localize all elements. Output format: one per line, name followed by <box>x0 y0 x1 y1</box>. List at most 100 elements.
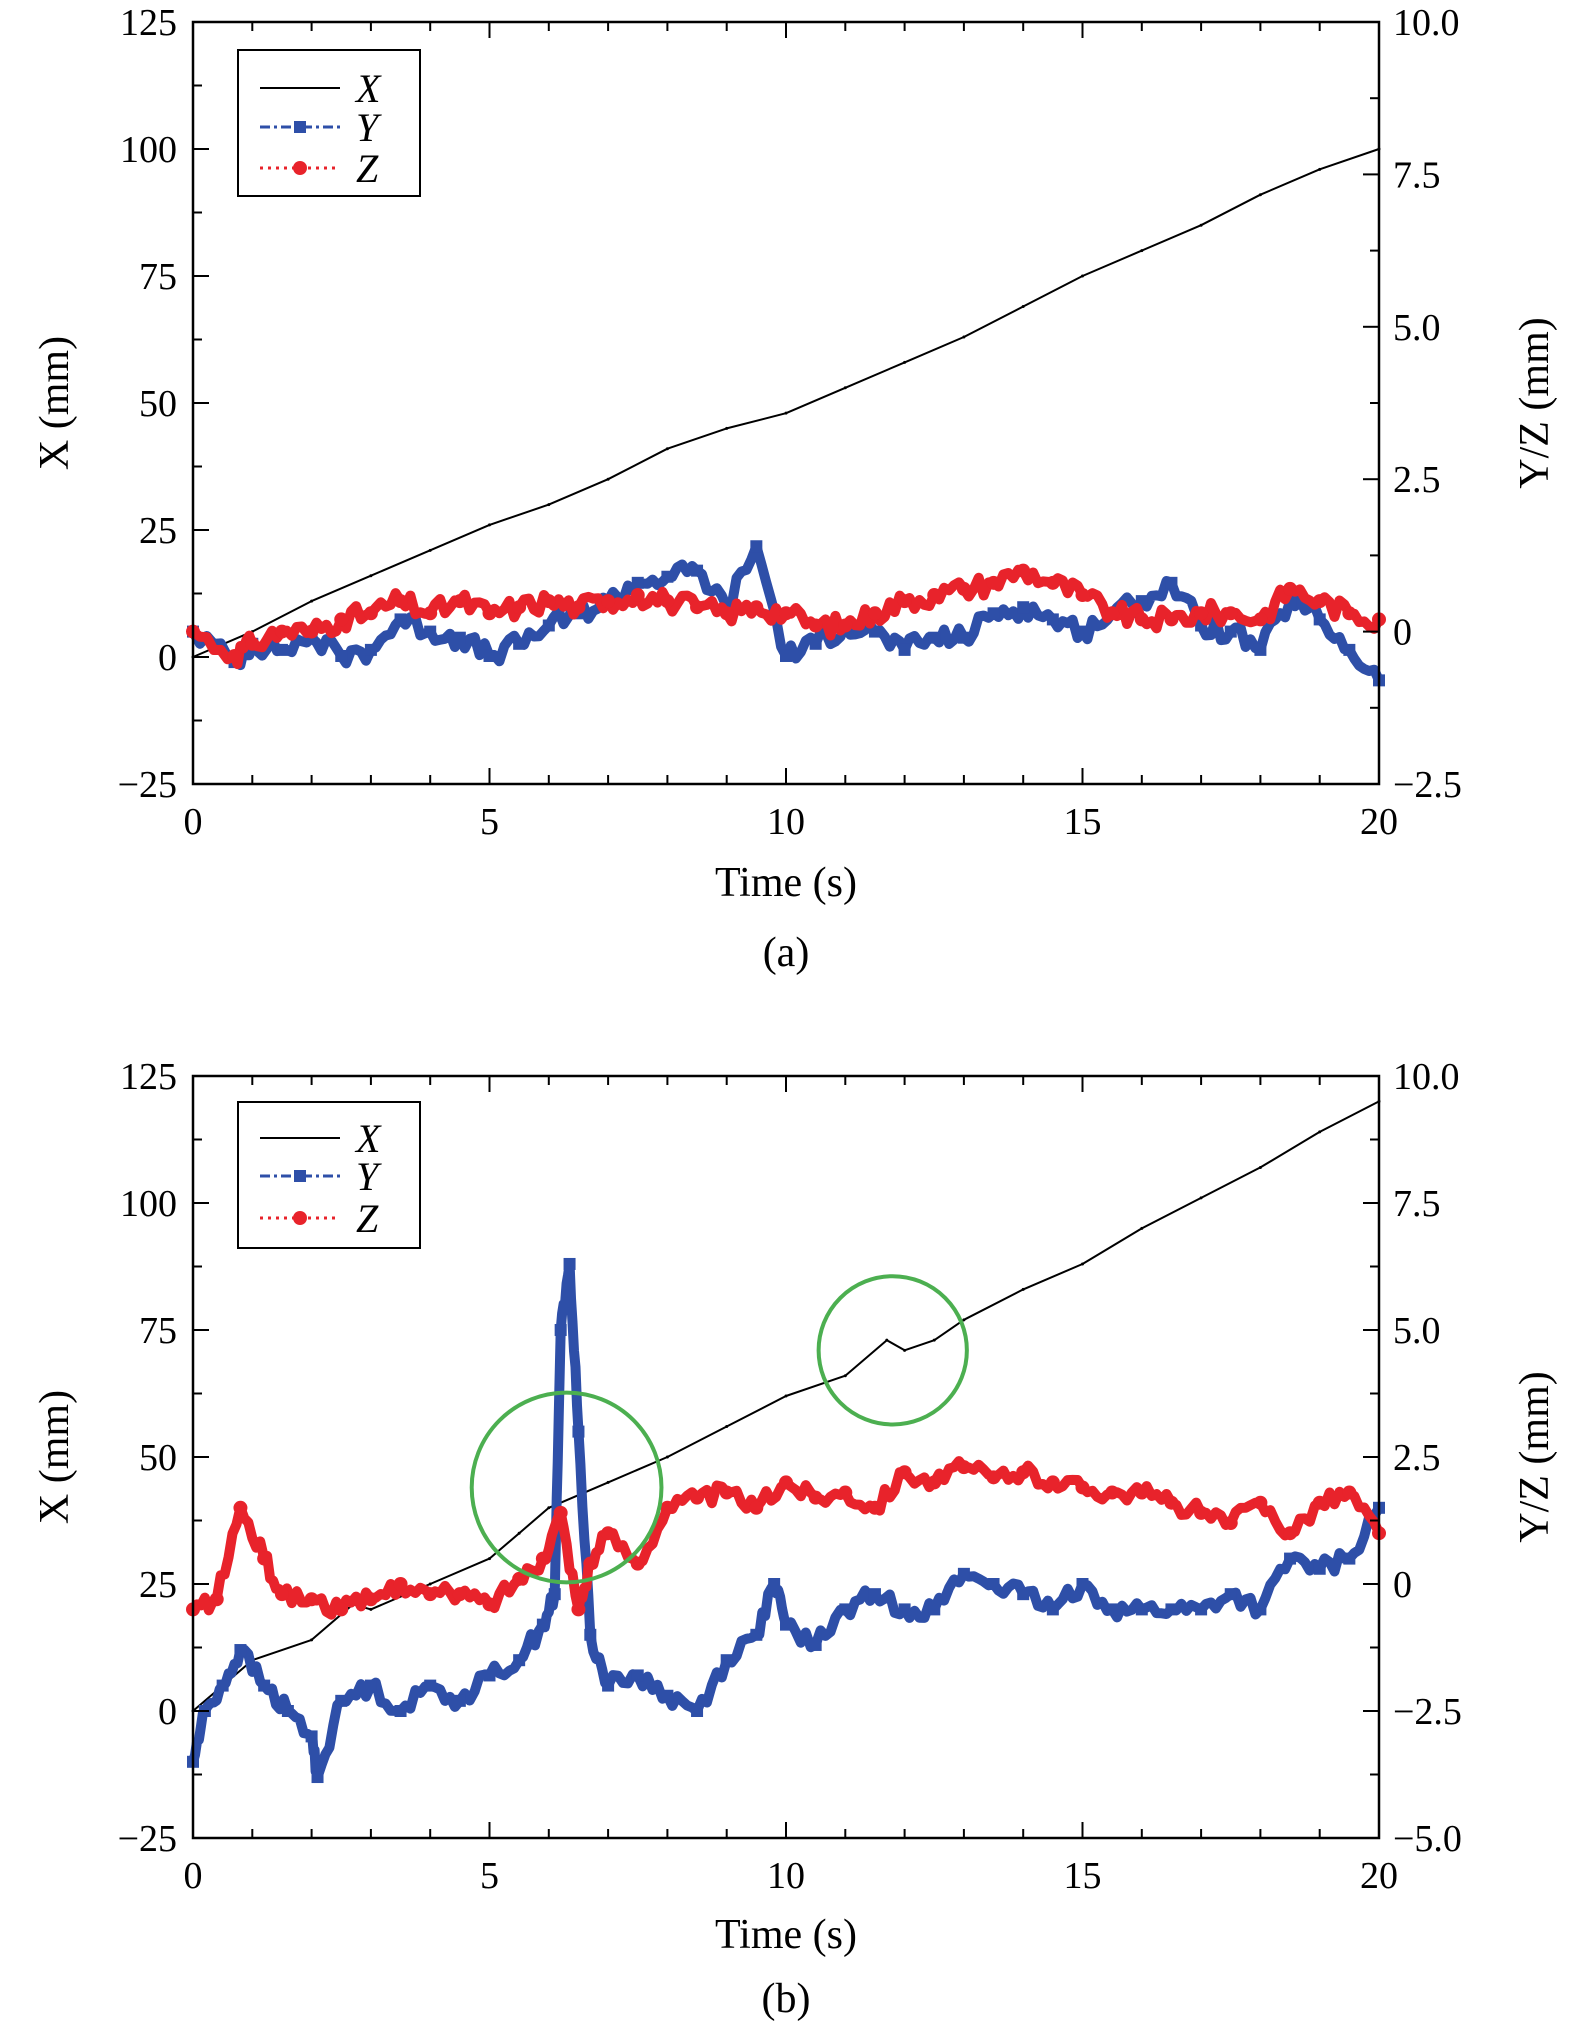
y-tick-label-left: 100 <box>120 1183 177 1225</box>
series-x-point <box>725 1425 729 1429</box>
series-z-point <box>1105 1485 1120 1500</box>
legend-marker-y <box>294 1170 306 1182</box>
series-y-point <box>691 1705 704 1717</box>
series-x-point <box>488 523 491 527</box>
legend-box <box>237 49 421 197</box>
series-z-point <box>1105 606 1120 621</box>
series-z-point <box>1223 1516 1238 1531</box>
y-axis-title-right: Y/Z (mm) <box>1512 1371 1558 1542</box>
series-y-point <box>542 619 555 632</box>
series-z-point <box>233 1500 248 1515</box>
y-tick-label-right: 2.5 <box>1393 459 1441 501</box>
series-z-point <box>927 1475 942 1490</box>
series-y-point <box>1076 625 1089 638</box>
series-z-point <box>1253 612 1268 627</box>
series-y-point <box>780 649 792 662</box>
series-y-point <box>453 1694 466 1707</box>
series-x-point <box>784 411 788 415</box>
series-z-point <box>630 588 645 603</box>
series-x-point <box>1199 1196 1203 1200</box>
series-y-point <box>928 631 941 644</box>
series-y-point <box>536 1618 549 1631</box>
chart-panel-b: 0 5 10 15 20−250255075100125−5.0−2.502.55.07… <box>32 1056 1558 2022</box>
x-tick-label: 0 <box>184 801 203 843</box>
series-z-point <box>553 1505 568 1520</box>
series-z-point <box>897 594 912 609</box>
series-y-point <box>483 649 496 662</box>
series-y-point <box>868 625 881 638</box>
y-tick-label-right: 7.5 <box>1393 1183 1441 1225</box>
series-x-point <box>1140 1226 1144 1230</box>
y-tick-label-left: 0 <box>158 1691 177 1733</box>
series-z-point <box>393 1577 408 1591</box>
series-z-point <box>1075 588 1090 603</box>
series-y-point <box>809 1638 822 1651</box>
series-y-point <box>1224 625 1237 638</box>
series-z-point <box>1045 1475 1060 1490</box>
series-y-point <box>1076 1578 1089 1590</box>
series-y-point <box>809 637 822 650</box>
series-z-point <box>749 1500 764 1515</box>
series-z-point <box>274 1587 289 1602</box>
series-x-point <box>962 1318 966 1322</box>
series-y-point <box>513 637 526 650</box>
series-z-point <box>808 618 823 633</box>
series-y-point <box>631 576 644 589</box>
series-z-point <box>512 600 527 615</box>
series-z-point <box>838 618 853 633</box>
series-y-point <box>311 1771 324 1784</box>
x-tick-label: 10 <box>767 1855 805 1897</box>
y-tick-label-right: 7.5 <box>1393 154 1441 196</box>
chart-panel-a: 0 5 10 15 20−250255075100125−2.502.55.07.510… <box>32 2 1558 976</box>
series-y-line <box>188 1259 1384 1782</box>
series-x-point <box>1318 167 1322 171</box>
series-z-point <box>482 606 497 621</box>
series-y-point <box>275 643 288 656</box>
series-z-point <box>808 1490 823 1505</box>
series-y-point <box>750 1628 763 1641</box>
series-z-point <box>719 1485 734 1500</box>
y-tick-label-right: 10.0 <box>1393 1056 1460 1098</box>
series-z-point <box>1223 606 1238 621</box>
series-x-point <box>547 503 551 507</box>
series-z-point <box>1134 612 1149 627</box>
series-x-point <box>843 386 847 390</box>
series-z-point <box>956 1460 971 1475</box>
series-x-point <box>547 1506 551 1510</box>
series-x-point <box>784 1394 788 1398</box>
series-y-point <box>631 1669 644 1682</box>
series-z-point <box>927 588 942 603</box>
series-z-point <box>601 1526 616 1541</box>
y-axis-title-left: X (mm) <box>32 336 78 470</box>
y-tick-label-left: −25 <box>118 764 177 806</box>
series-z-point <box>779 606 793 621</box>
series-y-point <box>661 570 674 583</box>
series-y-point <box>1313 613 1326 626</box>
series-y-point <box>1343 1552 1356 1565</box>
y-tick-label-left: 125 <box>120 1056 177 1098</box>
series-y-point <box>957 631 970 644</box>
series-y-point <box>335 1694 348 1707</box>
series-z-point <box>956 581 971 596</box>
y-tick-label-right: 2.5 <box>1393 1437 1441 1479</box>
series-z-point <box>986 1470 1001 1485</box>
annotation-circle <box>816 1274 969 1427</box>
series-z-point <box>423 606 438 621</box>
series-x-point <box>665 447 669 451</box>
series-y-point <box>394 613 407 626</box>
series-z-point <box>541 594 556 609</box>
series-z-point <box>1045 575 1060 590</box>
y-tick-label-left: 75 <box>139 1310 177 1352</box>
series-z-point <box>1283 581 1298 596</box>
series-y-point <box>720 1654 733 1667</box>
series-y-point <box>1195 1603 1208 1616</box>
y-tick-label-left: 0 <box>158 637 177 679</box>
series-y-point <box>281 1705 294 1717</box>
series-y-point <box>1017 1588 1030 1601</box>
series-y-point <box>691 564 704 577</box>
x-tick-label: 0 <box>184 1855 203 1897</box>
x-axis-title: Time (s) <box>715 1912 857 1958</box>
series-y-point <box>987 1578 1000 1590</box>
legend-label-y: Y <box>356 105 382 150</box>
series-y-point <box>750 540 763 553</box>
